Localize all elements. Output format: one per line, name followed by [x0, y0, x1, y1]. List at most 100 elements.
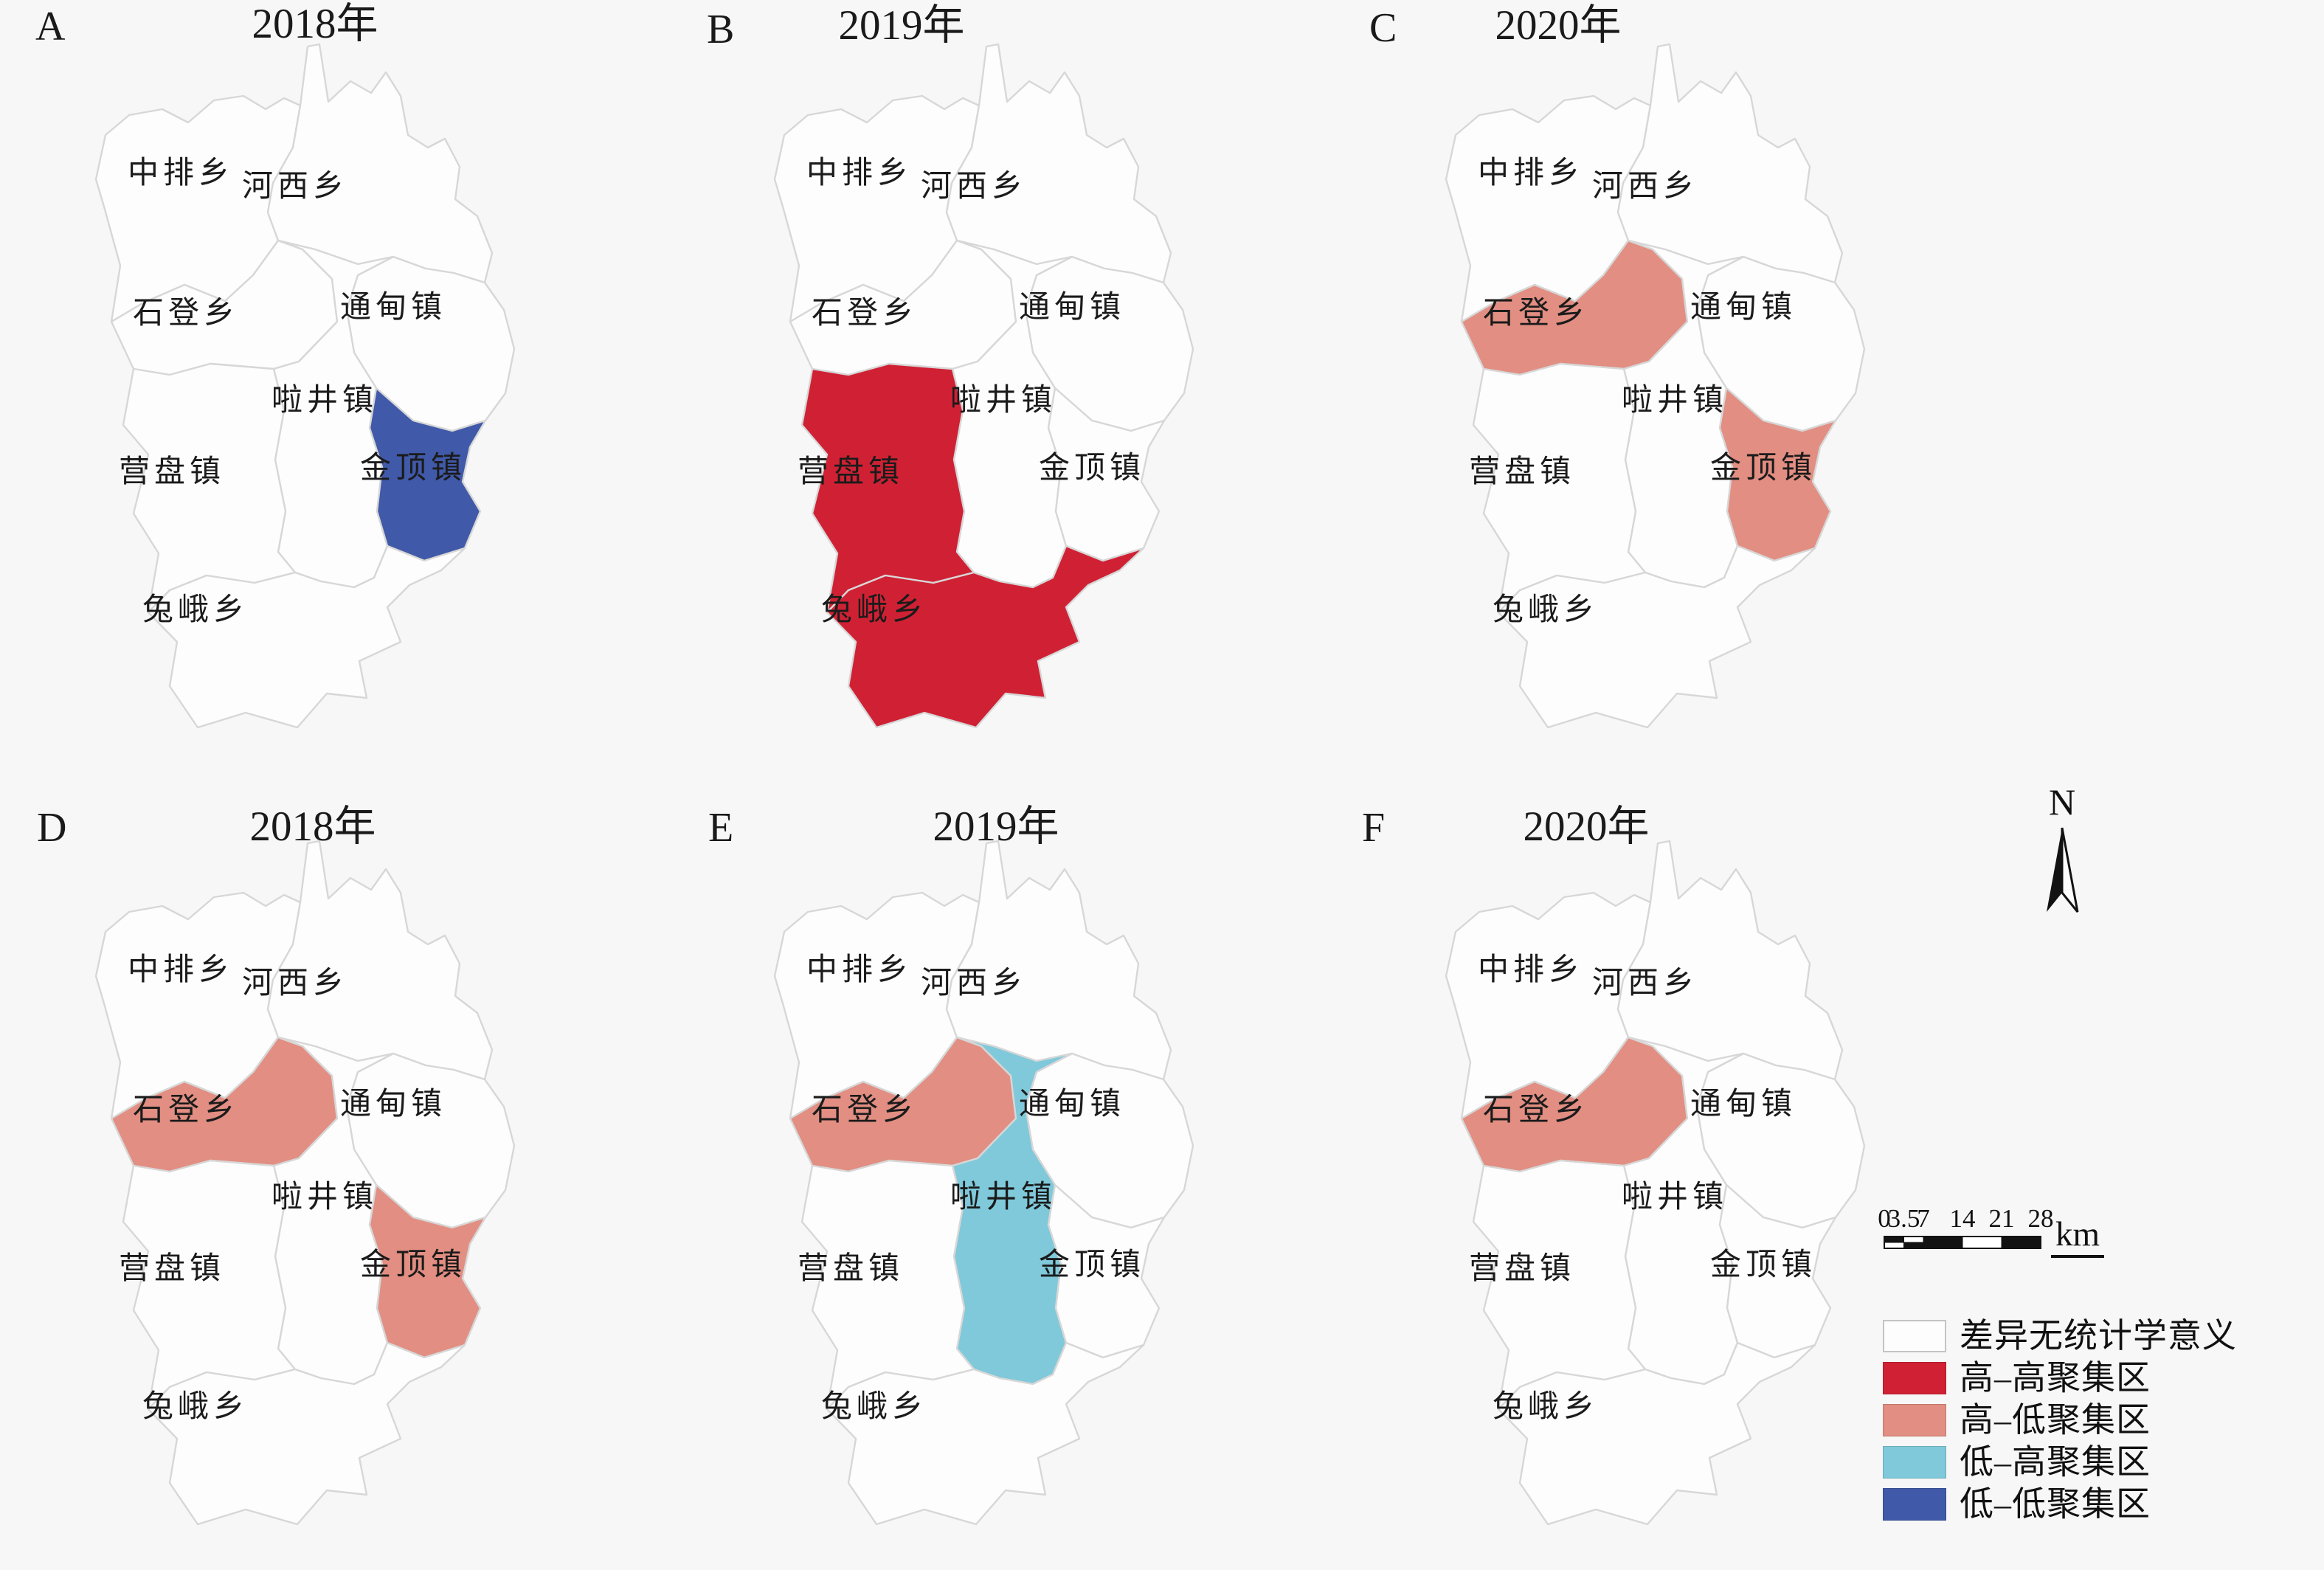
label-shideng: 石登乡: [1483, 297, 1589, 331]
scale-tick-14: 14: [1949, 1204, 1976, 1233]
label-lajing: 啦井镇: [1622, 1180, 1728, 1214]
label-hexi: 河西乡: [242, 170, 348, 204]
legend-label-none: 差异无统计学意义: [1960, 1317, 2237, 1355]
legend-swatch-high_high: [1883, 1362, 1946, 1394]
scale-unit: km: [2051, 1217, 2105, 1258]
legend: 差异无统计学意义 高–高聚集区 高–低聚集区 低–高聚集区 低–低聚集区: [1883, 1319, 2237, 1521]
region-jinding: [368, 1183, 487, 1359]
label-jinding: 金顶镇: [1710, 1248, 1816, 1282]
scale-bar: 0 3.5 7 14 21 28: [1878, 1204, 2054, 1250]
region-tue: [147, 1341, 466, 1526]
label-yingpan: 营盘镇: [1469, 1251, 1575, 1286]
label-hexi: 河西乡: [1592, 966, 1698, 1000]
region-tue: [147, 544, 466, 729]
label-lajing: 啦井镇: [950, 1180, 1056, 1214]
label-shideng: 石登乡: [812, 1093, 918, 1127]
legend-swatch-low_high: [1883, 1446, 1946, 1479]
label-shideng: 石登乡: [133, 1093, 239, 1127]
scale-tick-21: 21: [1988, 1204, 2015, 1233]
region-tue: [826, 1341, 1145, 1526]
legend-row-none: 差异无统计学意义: [1883, 1319, 2237, 1353]
region-jinding: [1047, 1183, 1166, 1359]
label-jinding: 金顶镇: [360, 1248, 466, 1282]
panel-title-C: 2020年: [1495, 2, 1622, 49]
panel-letter-E: E: [708, 805, 734, 851]
legend-label-low_high: 低–高聚集区: [1960, 1443, 2151, 1481]
region-jinding: [368, 387, 487, 562]
legend-row-low_low: 低–低聚集区: [1883, 1487, 2237, 1521]
scale-tick-7: 7: [1917, 1204, 1930, 1233]
scale-bar-graphic: [1884, 1236, 2041, 1249]
panel-title-D: 2018年: [249, 803, 376, 850]
label-lajing: 啦井镇: [272, 1180, 378, 1214]
label-yingpan: 营盘镇: [119, 1251, 225, 1286]
label-yingpan: 营盘镇: [798, 454, 904, 489]
label-jinding: 金顶镇: [1039, 451, 1145, 485]
label-tue: 兔峨乡: [1493, 1390, 1599, 1424]
label-jinding: 金顶镇: [360, 451, 466, 485]
panel-title-B: 2019年: [838, 2, 965, 49]
label-zhongpai: 中排乡: [1478, 953, 1584, 987]
legend-swatch-low_low: [1883, 1488, 1946, 1521]
label-zhongpai: 中排乡: [806, 953, 913, 987]
label-hexi: 河西乡: [1592, 170, 1698, 204]
label-tue: 兔峨乡: [821, 1390, 927, 1424]
scale-tick-3.5: 3.5: [1887, 1204, 1920, 1233]
scale-tick-labels: 0 3.5 7 14 21 28: [1878, 1204, 2053, 1235]
label-jinding: 金顶镇: [1710, 451, 1816, 485]
legend-swatch-high_low: [1883, 1404, 1946, 1436]
label-yingpan: 营盘镇: [119, 454, 225, 489]
panel-letter-F: F: [1362, 805, 1386, 851]
label-zhongpai: 中排乡: [128, 953, 234, 987]
label-tue: 兔峨乡: [1493, 593, 1599, 627]
label-jinding: 金顶镇: [1039, 1248, 1145, 1282]
panel-letter-A: A: [35, 4, 66, 49]
label-tongdian: 通甸镇: [340, 1087, 446, 1121]
label-shideng: 石登乡: [133, 297, 239, 331]
label-zhongpai: 中排乡: [1478, 156, 1584, 190]
north-arrow: N: [2025, 784, 2099, 919]
legend-label-low_low: 低–低聚集区: [1960, 1485, 2151, 1523]
label-lajing: 啦井镇: [950, 384, 1056, 418]
panel-title-F: 2020年: [1523, 803, 1650, 850]
scale-tick-28: 28: [2027, 1204, 2054, 1233]
label-lajing: 啦井镇: [1622, 384, 1728, 418]
north-arrow-icon: [2047, 827, 2079, 913]
panel-title-A: 2018年: [252, 1, 378, 47]
label-yingpan: 营盘镇: [1469, 454, 1575, 489]
north-label: N: [2048, 781, 2076, 823]
label-tue: 兔峨乡: [142, 1390, 249, 1424]
label-zhongpai: 中排乡: [806, 156, 913, 190]
label-zhongpai: 中排乡: [128, 156, 234, 190]
label-lajing: 啦井镇: [272, 384, 378, 418]
label-hexi: 河西乡: [921, 170, 1027, 204]
panel-letter-C: C: [1369, 5, 1397, 51]
region-tue: [1497, 544, 1816, 729]
label-yingpan: 营盘镇: [798, 1251, 904, 1286]
region-tue: [1497, 1341, 1816, 1526]
region-jinding: [1718, 1183, 1837, 1359]
label-tongdian: 通甸镇: [1690, 1087, 1796, 1121]
label-hexi: 河西乡: [242, 966, 348, 1000]
label-tongdian: 通甸镇: [340, 291, 446, 325]
label-tue: 兔峨乡: [142, 593, 249, 627]
legend-label-high_high: 高–高聚集区: [1960, 1359, 2151, 1397]
region-tue: [826, 544, 1145, 729]
legend-row-low_high: 低–高聚集区: [1883, 1445, 2237, 1479]
panel-letter-D: D: [37, 805, 67, 851]
label-tongdian: 通甸镇: [1690, 291, 1796, 325]
region-jinding: [1047, 387, 1166, 562]
region-jinding: [1718, 387, 1837, 562]
label-tue: 兔峨乡: [821, 593, 927, 627]
label-shideng: 石登乡: [812, 297, 918, 331]
scale-tick-0: 0: [1878, 1204, 1891, 1233]
label-tongdian: 通甸镇: [1019, 1087, 1125, 1121]
label-hexi: 河西乡: [921, 966, 1027, 1000]
